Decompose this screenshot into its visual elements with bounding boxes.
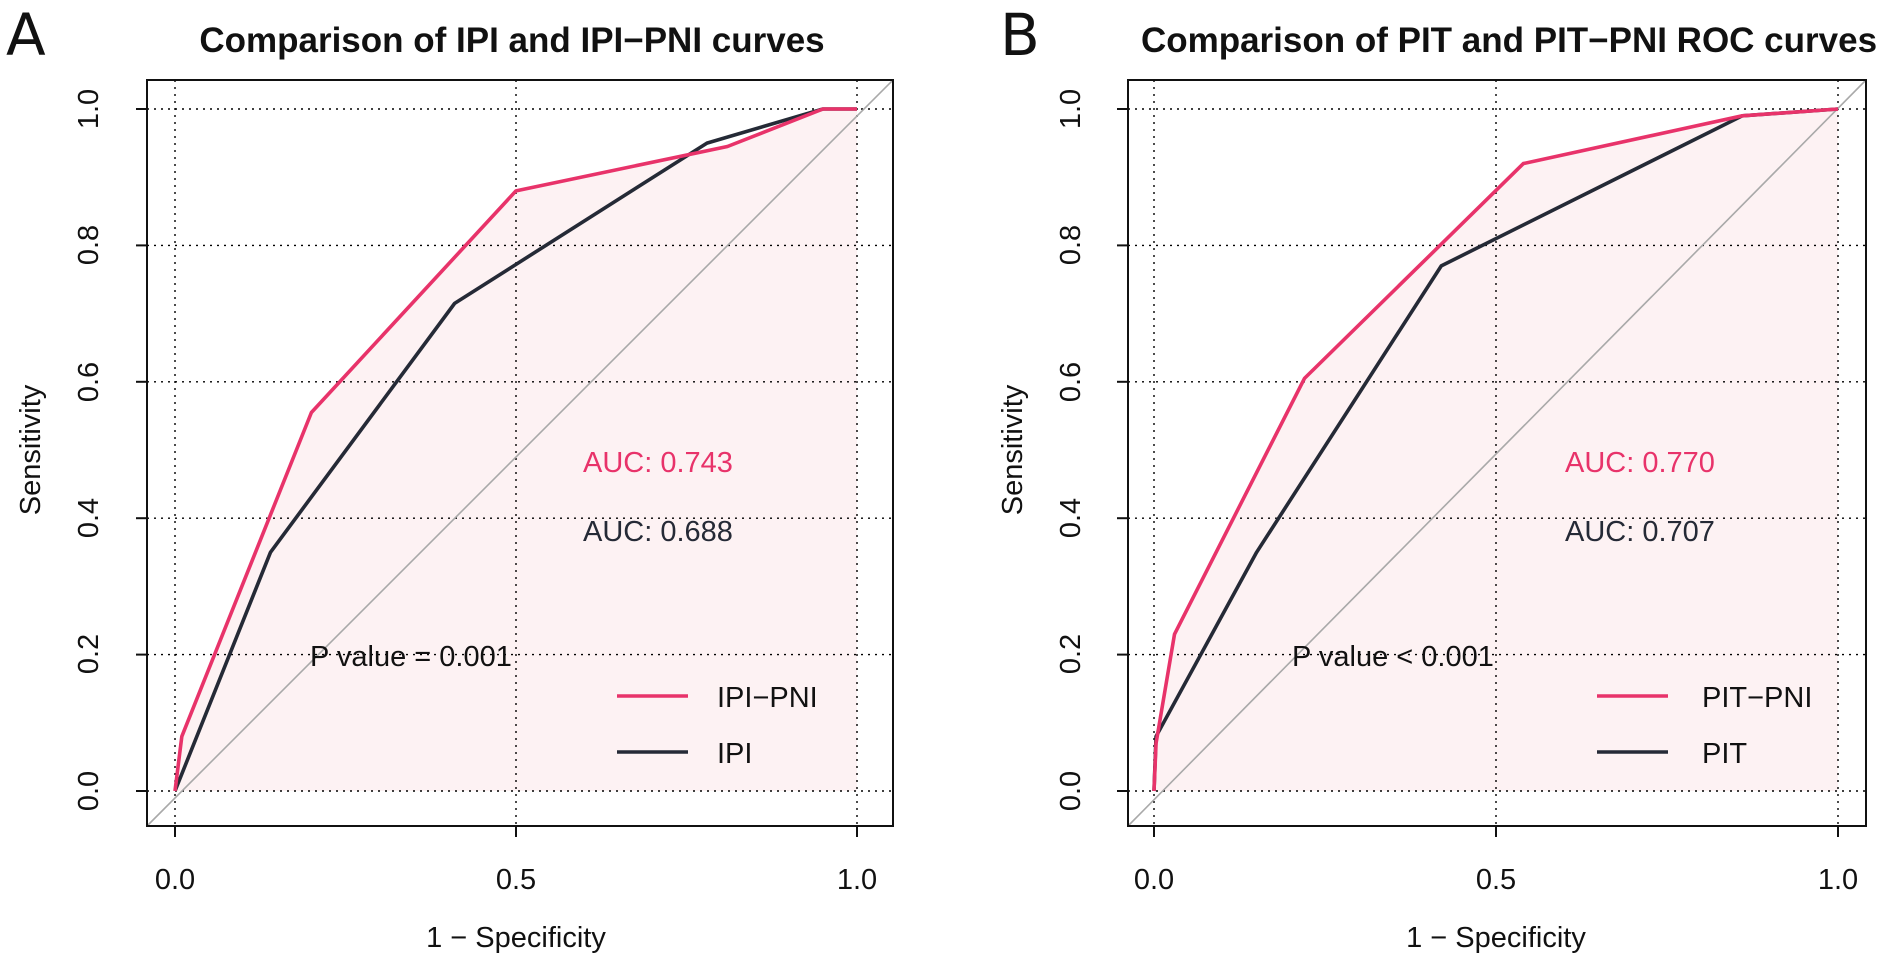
x-tick-label: 0.5 [496, 864, 536, 896]
y-tick-label: 0.0 [73, 771, 105, 811]
y-tick-label: 0.6 [73, 362, 105, 402]
panel-a-auc-base: AUC: 0.688 [583, 516, 733, 548]
x-tick-label: 0.0 [155, 864, 195, 896]
panel-a: A Comparison of IPI and IPI−PNI curves 0… [6, 1, 894, 954]
panel-b-plot-area [1117, 79, 1867, 837]
panel-a-y-axis: 0.0 0.2 0.4 0.6 0.8 1.0 [73, 89, 105, 811]
y-tick-label: 0.0 [1055, 771, 1087, 811]
y-tick-label: 0.8 [1055, 225, 1087, 265]
y-tick-label: 1.0 [1055, 89, 1087, 129]
panel-b-x-axis: 0.0 0.5 1.0 [1134, 864, 1858, 896]
y-tick-label: 0.2 [1055, 634, 1087, 674]
y-tick-label: 0.6 [1055, 362, 1087, 402]
panel-b-title: Comparison of PIT and PIT−PNI ROC curves [1141, 21, 1877, 60]
panel-b-y-axis: 0.0 0.2 0.4 0.6 0.8 1.0 [1055, 89, 1087, 811]
auc-fill-area [1154, 109, 1838, 791]
auc-fill-area [175, 109, 857, 791]
legend-label-base: IPI [717, 738, 752, 770]
y-tick-label: 0.4 [73, 498, 105, 538]
panel-a-x-axis-label: 1 − Specificity [426, 922, 606, 954]
x-tick-label: 1.0 [1818, 864, 1858, 896]
panel-b-legend: PIT−PNI PIT [1597, 682, 1812, 770]
panel-b-auc-pni: AUC: 0.770 [1565, 447, 1715, 479]
legend-label-base: PIT [1702, 738, 1747, 770]
panel-a-p-value: P value = 0.001 [310, 641, 512, 673]
panel-b-letter: B [1000, 1, 1040, 69]
panel-b-x-axis-label: 1 − Specificity [1406, 922, 1586, 954]
panel-a-title: Comparison of IPI and IPI−PNI curves [199, 21, 824, 60]
y-tick-label: 1.0 [73, 89, 105, 129]
roc-line-pni [173, 107, 857, 792]
panel-a-letter: A [6, 1, 46, 69]
panel-b-auc-base: AUC: 0.707 [1565, 516, 1715, 548]
plot-frame [146, 79, 894, 827]
y-tick-label: 0.8 [73, 225, 105, 265]
reference-diagonal [1127, 79, 1867, 827]
x-tick-label: 1.0 [837, 864, 877, 896]
panel-b: B Comparison of PIT and PIT−PNI ROC curv… [997, 1, 1877, 954]
roc-line-pni [1152, 107, 1839, 792]
panel-a-legend: IPI−PNI IPI [617, 682, 818, 770]
panel-a-plot-area [136, 79, 894, 837]
panel-b-y-axis-label: Sensitivity [997, 384, 1029, 515]
x-tick-label: 0.5 [1476, 864, 1516, 896]
panel-a-auc-pni: AUC: 0.743 [583, 447, 733, 479]
x-tick-label: 0.0 [1134, 864, 1174, 896]
legend-label-pni: IPI−PNI [717, 682, 818, 714]
reference-diagonal [146, 79, 894, 827]
y-tick-label: 0.4 [1055, 498, 1087, 538]
panel-a-y-axis-label: Sensitivity [15, 384, 47, 515]
panel-b-p-value: P value < 0.001 [1292, 641, 1494, 673]
y-tick-label: 0.2 [73, 634, 105, 674]
panel-a-x-axis: 0.0 0.5 1.0 [155, 864, 877, 896]
legend-label-pni: PIT−PNI [1702, 682, 1812, 714]
